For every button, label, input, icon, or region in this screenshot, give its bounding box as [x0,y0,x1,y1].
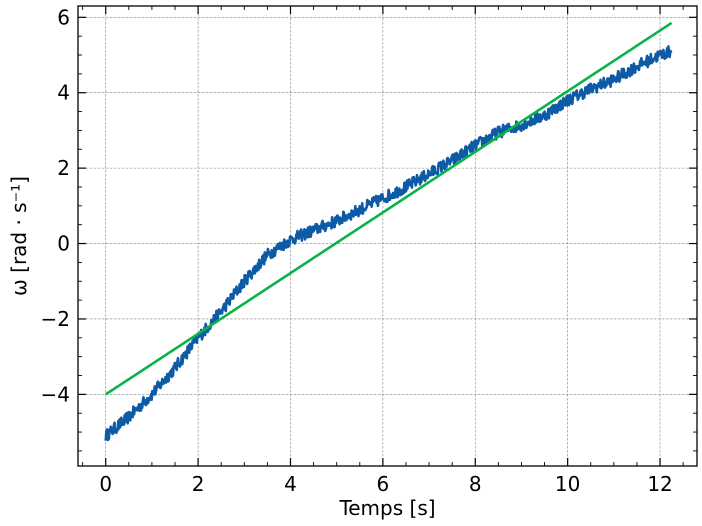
x-tick-label: 4 [284,472,297,496]
x-tick-label: 6 [377,472,390,496]
y-tick-label: −4 [41,382,70,406]
x-tick-label: 8 [469,472,482,496]
tick-labels: 0 2 4 6 8 10 12 −4 −2 0 2 4 6 [41,5,673,496]
y-axis-label: ω [rad · s⁻¹] [7,176,31,296]
y-tick-label: −2 [41,307,70,331]
series-fit-line [105,21,673,396]
y-tick-label: 2 [57,156,70,180]
series-measured-line [104,45,673,442]
x-axis-label: Temps [s] [338,496,435,520]
x-tick-label: 0 [99,472,112,496]
grid [78,6,697,466]
y-tick-label: 6 [57,5,70,29]
ticks [78,6,697,466]
plot-frame [77,5,698,467]
x-tick-label: 12 [647,472,672,496]
series-layer [104,21,673,442]
x-tick-label: 2 [192,472,205,496]
y-tick-label: 0 [57,232,70,256]
y-tick-label: 4 [57,81,70,105]
x-tick-label: 10 [555,472,580,496]
